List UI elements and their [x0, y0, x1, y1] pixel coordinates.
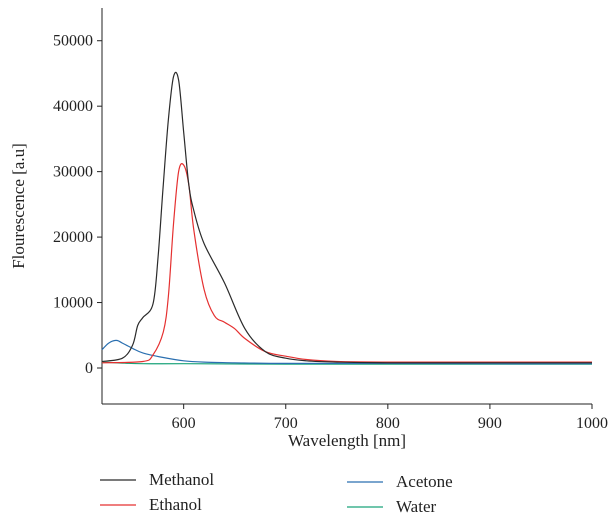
legend-item-methanol: Methanol — [100, 470, 214, 489]
x-tick-label: 600 — [172, 415, 196, 432]
legend-item-acetone: Acetone — [347, 472, 453, 491]
y-tick-label: 50000 — [53, 33, 93, 50]
legend-label: Water — [396, 497, 436, 516]
legend-label: Acetone — [396, 472, 453, 491]
legend: Methanol Ethanol Acetone Water — [100, 470, 453, 516]
y-axis-title: Flourescence [a.u] — [9, 143, 28, 269]
y-tick-label: 0 — [85, 360, 93, 377]
x-tick-label: 700 — [274, 415, 298, 432]
y-tick-label: 10000 — [53, 295, 93, 312]
legend-label: Methanol — [149, 470, 214, 489]
y-tick-label: 30000 — [53, 164, 93, 181]
y-tick-label: 40000 — [53, 98, 93, 115]
legend-item-ethanol: Ethanol — [100, 495, 202, 514]
series-line-ethanol — [101, 163, 592, 364]
plot-area — [101, 71, 593, 365]
legend-label: Ethanol — [149, 495, 202, 514]
x-tick-label: 800 — [376, 415, 400, 432]
legend-item-water: Water — [347, 497, 436, 516]
y-tick-label: 20000 — [53, 229, 93, 246]
x-tick-label: 900 — [478, 415, 502, 432]
series-line-acetone — [101, 339, 593, 365]
x-axis-title: Wavelength [nm] — [288, 431, 406, 450]
series-line-methanol — [101, 71, 592, 364]
x-tick-label: 1000 — [576, 415, 608, 432]
axes: 600 700 800 900 1000010000200003000040000500… — [53, 8, 608, 432]
